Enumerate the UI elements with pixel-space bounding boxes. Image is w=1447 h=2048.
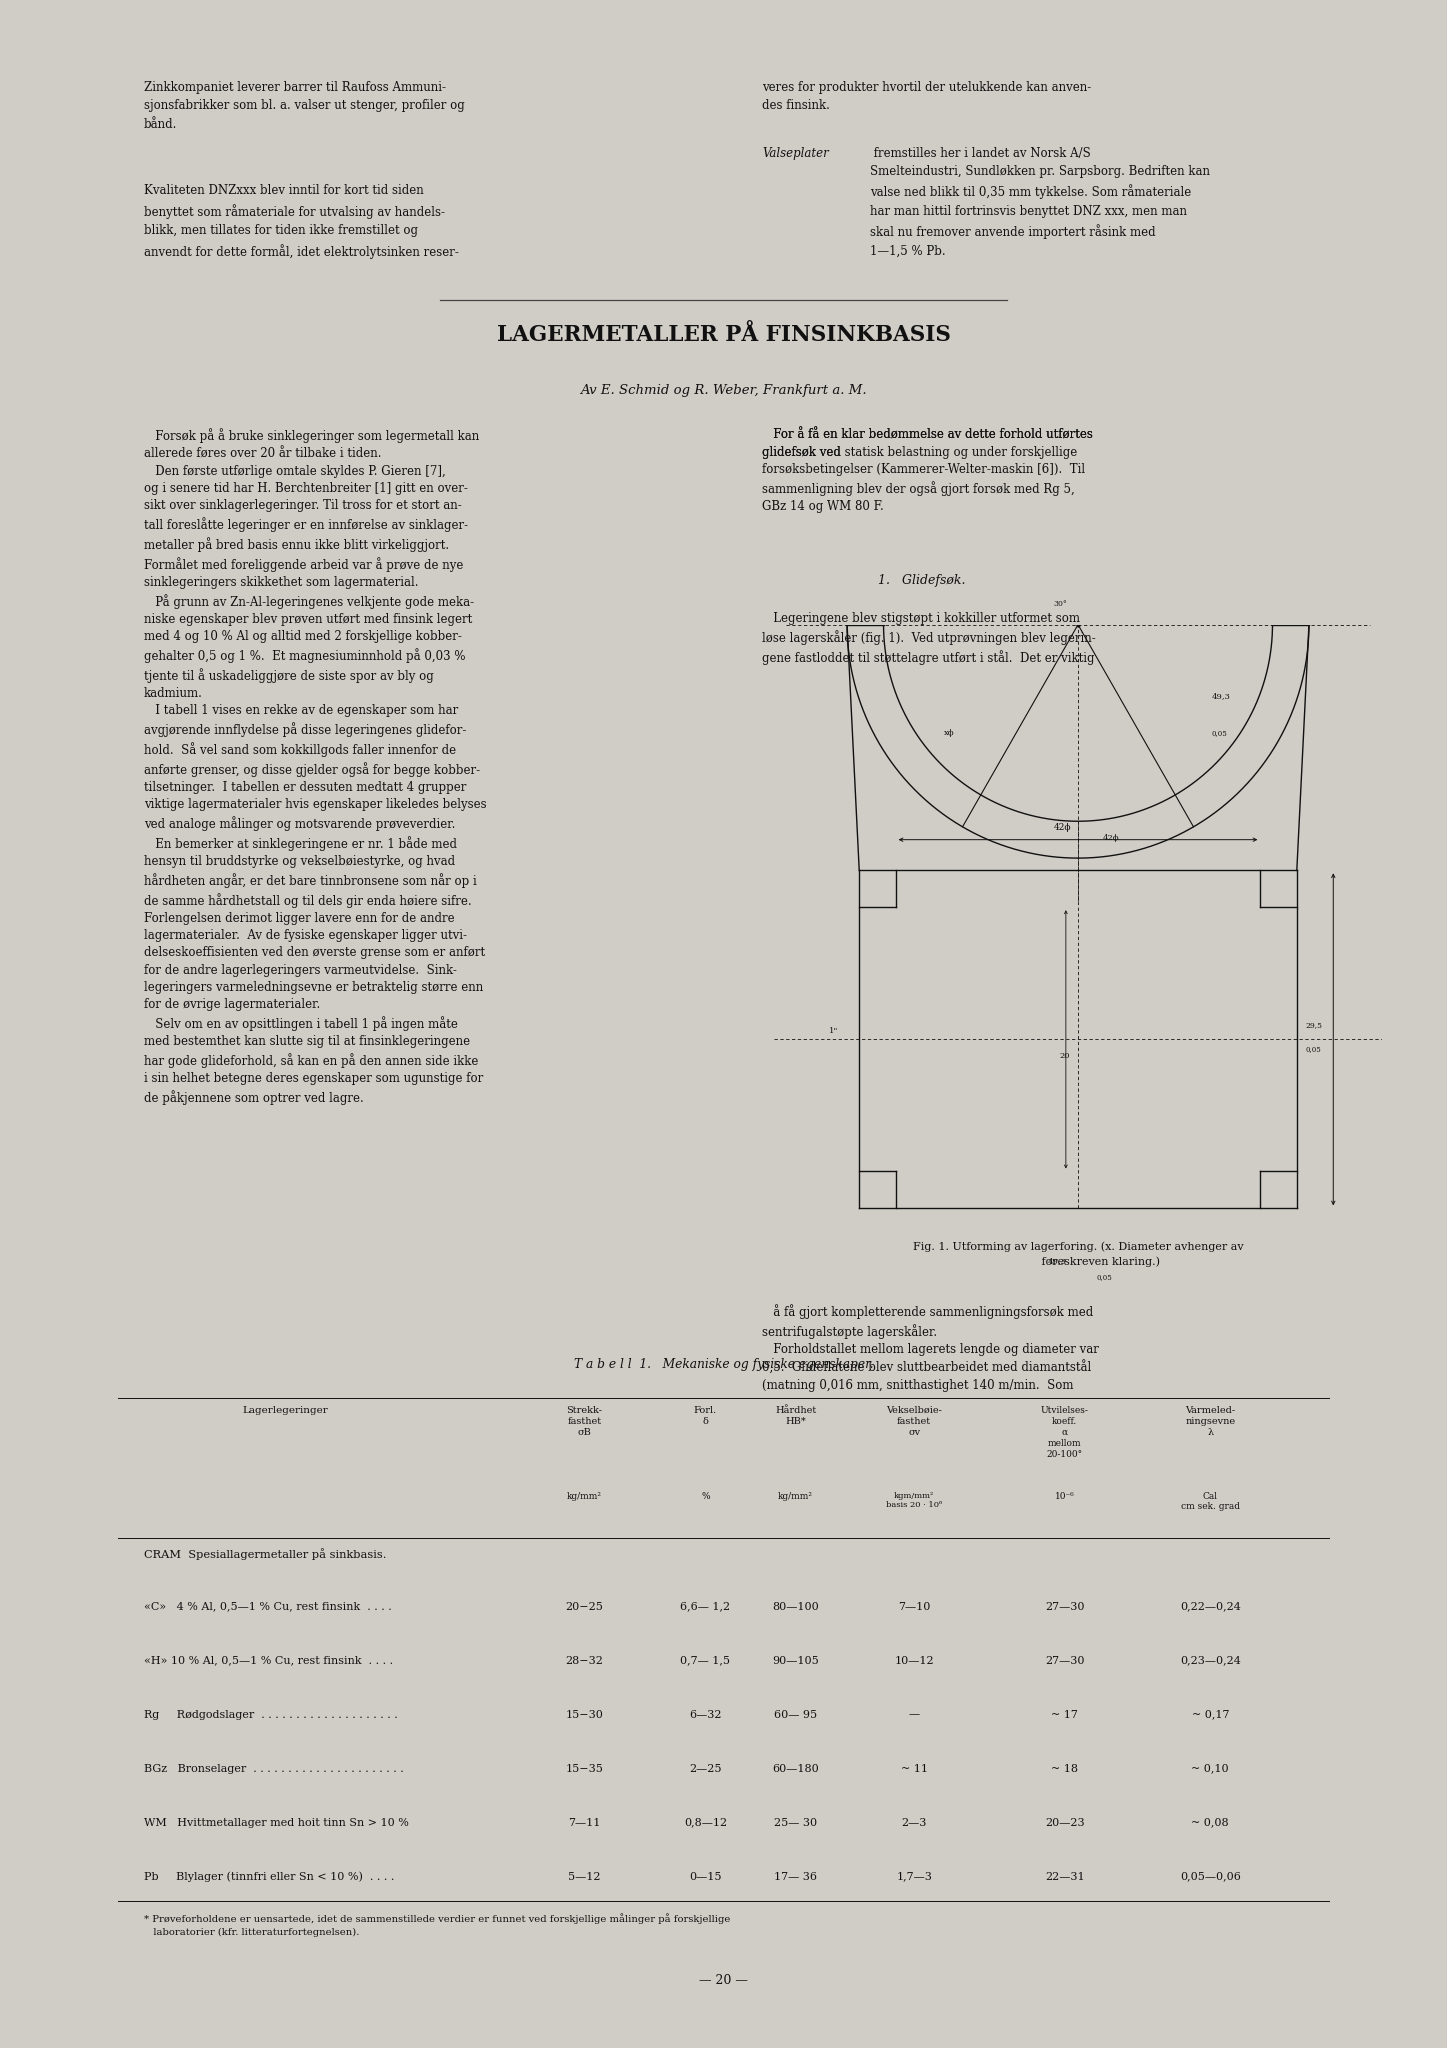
Text: BGz   Bronselager  . . . . . . . . . . . . . . . . . . . . . .: BGz Bronselager . . . . . . . . . . . . … — [143, 1763, 404, 1774]
Text: 10⁻⁶: 10⁻⁶ — [1055, 1491, 1075, 1501]
Text: 0,8—12: 0,8—12 — [684, 1817, 726, 1827]
Text: kg/mm²: kg/mm² — [567, 1491, 602, 1501]
Text: 17— 36: 17— 36 — [774, 1872, 818, 1882]
Text: — 20 —: — 20 — — [699, 1974, 748, 1987]
Text: —: — — [909, 1710, 920, 1720]
Text: 20: 20 — [1059, 1053, 1071, 1059]
Text: ~ 17: ~ 17 — [1052, 1710, 1078, 1720]
Text: Kvaliteten DNZxxx blev inntil for kort tid siden
benyttet som råmateriale for ut: Kvaliteten DNZxxx blev inntil for kort t… — [143, 184, 459, 258]
Text: %: % — [702, 1491, 710, 1501]
Text: Fig. 1. Utforming av lagerforing. (x. Diameter avhenger av
             foreskre: Fig. 1. Utforming av lagerforing. (x. Di… — [913, 1241, 1243, 1268]
Text: 0,7— 1,5: 0,7— 1,5 — [680, 1655, 731, 1665]
Text: 28−32: 28−32 — [566, 1655, 603, 1665]
Text: 42ϕ: 42ϕ — [1103, 834, 1119, 842]
Text: 20—23: 20—23 — [1045, 1817, 1085, 1827]
Text: WM   Hvittmetallager med hoit tinn Sn > 10 %: WM Hvittmetallager med hoit tinn Sn > 10… — [143, 1817, 410, 1827]
Text: 27—30: 27—30 — [1045, 1602, 1084, 1612]
Text: «H» 10 % Al, 0,5—1 % Cu, rest finsink  . . . .: «H» 10 % Al, 0,5—1 % Cu, rest finsink . … — [143, 1655, 394, 1665]
Text: 0,05—0,06: 0,05—0,06 — [1179, 1872, 1240, 1882]
Text: Utvilelses-
koeff.
α
mellom
20-100°: Utvilelses- koeff. α mellom 20-100° — [1040, 1405, 1088, 1458]
Text: 15−30: 15−30 — [566, 1710, 603, 1720]
Text: 80—100: 80—100 — [773, 1602, 819, 1612]
Text: xϕ: xϕ — [945, 729, 955, 737]
Text: 49,3: 49,3 — [1211, 692, 1230, 700]
Text: CRAM  Spesiallagermetaller på sinkbasis.: CRAM Spesiallagermetaller på sinkbasis. — [143, 1548, 386, 1559]
Text: 27—30: 27—30 — [1045, 1655, 1084, 1665]
Text: Legeringene blev stigstøpt i kokkiller utformet som
løse lagerskåler (fig. 1).  : Legeringene blev stigstøpt i kokkiller u… — [763, 612, 1095, 666]
Text: Rg     Rødgodslager  . . . . . . . . . . . . . . . . . . . .: Rg Rødgodslager . . . . . . . . . . . . … — [143, 1710, 398, 1720]
Text: 22—31: 22—31 — [1045, 1872, 1085, 1882]
Text: 25— 30: 25— 30 — [774, 1817, 818, 1827]
Text: kg/mm²: kg/mm² — [778, 1491, 813, 1501]
Text: 90—105: 90—105 — [773, 1655, 819, 1665]
Text: 0—15: 0—15 — [689, 1872, 722, 1882]
Text: 2—3: 2—3 — [901, 1817, 926, 1827]
Text: Vekselbøie-
fasthet
σv: Vekselbøie- fasthet σv — [886, 1405, 942, 1438]
Text: 7—11: 7—11 — [569, 1817, 601, 1827]
Text: 0,05: 0,05 — [1211, 729, 1227, 737]
Text: For å få en klar bedømmelse av dette forhold utførtes
glidefsøk ved: For å få en klar bedømmelse av dette for… — [763, 428, 1092, 459]
Text: 5—12: 5—12 — [569, 1872, 601, 1882]
Text: LAGERMETALLER PÅ FINSINKBASIS: LAGERMETALLER PÅ FINSINKBASIS — [496, 324, 951, 346]
Text: 2—25: 2—25 — [689, 1763, 722, 1774]
Text: Av E. Schmid og R. Weber, Frankfurt a. M.: Av E. Schmid og R. Weber, Frankfurt a. M… — [580, 385, 867, 397]
Text: ~ 0,08: ~ 0,08 — [1191, 1817, 1229, 1827]
Text: 49,3: 49,3 — [1048, 1257, 1066, 1266]
Text: 42ϕ: 42ϕ — [1053, 823, 1071, 831]
Text: 60—180: 60—180 — [773, 1763, 819, 1774]
Text: Valseplater: Valseplater — [763, 147, 829, 160]
Text: 29,5: 29,5 — [1305, 1022, 1323, 1028]
Text: å få gjort kompletterende sammenligningsforsøk med
sentrifugalstøpte lagerskåler: å få gjort kompletterende sammenlignings… — [763, 1305, 1100, 1393]
Text: 15−35: 15−35 — [566, 1763, 603, 1774]
Text: 1,7—3: 1,7—3 — [896, 1872, 932, 1882]
Text: 6,6— 1,2: 6,6— 1,2 — [680, 1602, 731, 1612]
Text: Forsøk på å bruke sinklegeringer som legermetall kan
allerede føres over 20 år t: Forsøk på å bruke sinklegeringer som leg… — [143, 428, 486, 1106]
Text: veres for produkter hvortil der utelukkende kan anven-
des finsink.: veres for produkter hvortil der utelukke… — [763, 80, 1091, 113]
Text: 60— 95: 60— 95 — [774, 1710, 818, 1720]
Text: ~ 11: ~ 11 — [900, 1763, 928, 1774]
Text: 10—12: 10—12 — [894, 1655, 933, 1665]
Text: Hårdhet
HB*: Hårdhet HB* — [776, 1405, 816, 1425]
Text: Lagerlegeringer: Lagerlegeringer — [243, 1405, 328, 1415]
Text: 30°: 30° — [1053, 600, 1066, 608]
Text: T a b e l l  1.   Mekaniske og fysiske egenskaper.: T a b e l l 1. Mekaniske og fysiske egen… — [574, 1358, 873, 1370]
Text: 1.   Glidefsøk.: 1. Glidefsøk. — [878, 573, 965, 588]
Text: 0,23—0,24: 0,23—0,24 — [1179, 1655, 1240, 1665]
Text: 20−25: 20−25 — [566, 1602, 603, 1612]
Text: 7—10: 7—10 — [899, 1602, 930, 1612]
Text: Pb     Blylager (tinnfri eller Sn < 10 %)  . . . .: Pb Blylager (tinnfri eller Sn < 10 %) . … — [143, 1872, 395, 1882]
Text: kgm/mm²
basis 20 · 10⁶: kgm/mm² basis 20 · 10⁶ — [886, 1491, 942, 1509]
Text: Varmeled-
ningsevne
λ: Varmeled- ningsevne λ — [1185, 1405, 1236, 1438]
Text: Forl.
δ: Forl. δ — [695, 1405, 718, 1425]
Text: fremstilles her i landet av Norsk A/S
Smelteindustri, Sundløkken pr. Sarpsborg. : fremstilles her i landet av Norsk A/S Sm… — [870, 147, 1210, 258]
Text: 1": 1" — [829, 1028, 838, 1034]
Text: * Prøveforholdene er uensartede, idet de sammenstillede verdier er funnet ved fo: * Prøveforholdene er uensartede, idet de… — [143, 1913, 731, 1937]
Text: ~ 0,17: ~ 0,17 — [1191, 1710, 1229, 1720]
Text: For å få en klar bedømmelse av dette forhold utførtes
glidefsøk ved statisk bela: For å få en klar bedømmelse av dette for… — [763, 428, 1092, 512]
Text: Zinkkompaniet leverer barrer til Raufoss Ammuni-
sjonsfabrikker som bl. a. valse: Zinkkompaniet leverer barrer til Raufoss… — [143, 80, 464, 131]
Text: «C»   4 % Al, 0,5—1 % Cu, rest finsink  . . . .: «C» 4 % Al, 0,5—1 % Cu, rest finsink . .… — [143, 1602, 392, 1612]
Text: ~ 18: ~ 18 — [1052, 1763, 1078, 1774]
Text: Cal
cm sek. grad: Cal cm sek. grad — [1181, 1491, 1240, 1511]
Text: ~ 0,10: ~ 0,10 — [1191, 1763, 1229, 1774]
Text: 0,05: 0,05 — [1305, 1047, 1321, 1053]
Text: 6—32: 6—32 — [689, 1710, 722, 1720]
Text: 0,05: 0,05 — [1097, 1274, 1111, 1280]
Text: 0,22—0,24: 0,22—0,24 — [1179, 1602, 1240, 1612]
Text: Strekk-
fasthet
σB: Strekk- fasthet σB — [566, 1405, 602, 1438]
